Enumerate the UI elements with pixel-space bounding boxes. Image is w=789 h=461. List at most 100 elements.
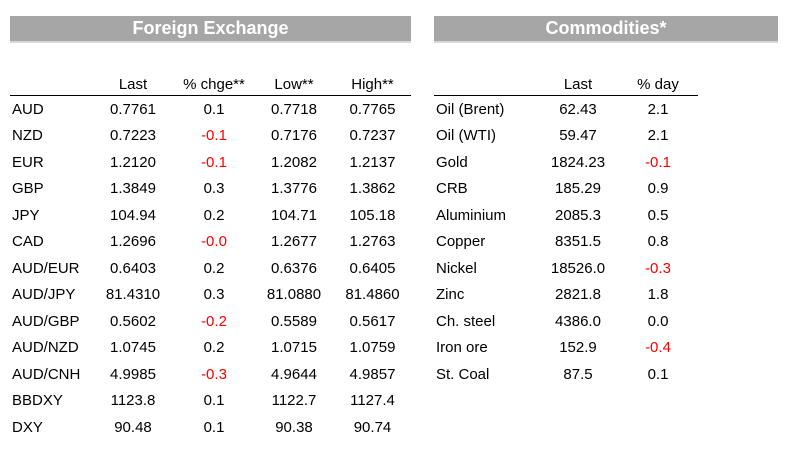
fx-cell-high: 0.7765 (349, 100, 396, 118)
fx-cell-high: 4.9857 (349, 365, 396, 383)
fx-cell-high: 1.3862 (349, 180, 396, 198)
commodities-cell-name: Aluminium (436, 206, 507, 224)
commodities-header-day: % day (618, 73, 698, 96)
fx-row: JPY 104.94 0.2 104.71 105.18 (10, 202, 411, 229)
commodities-cell-chg: 0.9 (647, 180, 669, 198)
fx-cell-last: 1.2120 (110, 153, 156, 171)
fx-cell-chg: 0.1 (203, 100, 225, 118)
commodities-cell-last: 87.5 (563, 365, 593, 383)
fx-cell-low: 1.2082 (271, 153, 317, 171)
commodities-cell-name: St. Coal (436, 365, 490, 383)
commodities-cell-chg: -0.1 (645, 153, 671, 171)
fx-cell-chg: 0.3 (203, 286, 225, 304)
fx-cell-chg: -0.2 (201, 312, 227, 330)
fx-cell-high: 105.18 (349, 206, 396, 224)
commodities-cell-chg: 1.8 (647, 286, 669, 304)
commodities-cell-last: 2085.3 (555, 206, 601, 224)
fx-cell-chg: -0.0 (201, 233, 227, 251)
commodities-row: Oil (WTI) 59.47 2.1 (434, 123, 698, 150)
fx-cell-low: 0.5589 (271, 312, 317, 330)
commodities-row: Nickel 18526.0 -0.3 (434, 255, 698, 282)
fx-cell-last: 1.2696 (110, 233, 156, 251)
fx-cell-name: CAD (12, 233, 44, 251)
fx-cell-chg: -0.1 (201, 127, 227, 145)
commodities-row: CRB 185.29 0.9 (434, 176, 698, 203)
fx-cell-chg: 0.3 (203, 180, 225, 198)
fx-cell-high: 81.4860 (345, 286, 400, 304)
fx-cell-low: 104.71 (271, 206, 317, 224)
fx-cell-high: 1.0759 (349, 339, 396, 357)
fx-cell-name: AUD/CNH (12, 365, 81, 383)
fx-row: DXY 90.48 0.1 90.38 90.74 (10, 414, 411, 441)
fx-row: AUD/JPY 81.4310 0.3 81.0880 81.4860 (10, 282, 411, 309)
fx-cell-last: 4.9985 (110, 365, 156, 383)
fx-row: AUD/NZD 1.0745 0.2 1.0715 1.0759 (10, 335, 411, 362)
commodities-row: Iron ore 152.9 -0.4 (434, 335, 698, 362)
fx-cell-last: 0.6403 (110, 259, 156, 277)
commodities-cell-name: Iron ore (436, 339, 488, 357)
fx-cell-last: 104.94 (110, 206, 156, 224)
commodities-cell-last: 2821.8 (555, 286, 601, 304)
fx-panel: Foreign Exchange Last % chge** Low** Hig… (10, 16, 411, 436)
commodities-cell-last: 185.29 (555, 180, 601, 198)
fx-cell-last: 81.4310 (105, 286, 161, 304)
commodities-cell-name: Oil (WTI) (436, 127, 496, 145)
fx-cell-name: EUR (12, 153, 44, 171)
commodities-cell-chg: 0.5 (647, 206, 669, 224)
fx-cell-chg: -0.3 (201, 365, 227, 383)
commodities-table: Last % day Oil (Brent) 62.43 2.1 Oil (WTI) 5… (434, 73, 698, 388)
fx-cell-low: 90.38 (275, 418, 313, 436)
commodities-cell-last: 152.9 (559, 339, 597, 357)
fx-cell-low: 0.7718 (271, 100, 317, 118)
fx-cell-high: 0.7237 (349, 127, 396, 145)
fx-cell-last: 1.0745 (110, 339, 156, 357)
commodities-cell-last: 59.47 (559, 127, 597, 145)
fx-row: NZD 0.7223 -0.1 0.7176 0.7237 (10, 123, 411, 150)
fx-cell-name: NZD (12, 127, 43, 145)
fx-cell-low: 81.0880 (266, 286, 322, 304)
fx-row: GBP 1.3849 0.3 1.3776 1.3862 (10, 176, 411, 203)
fx-row: AUD/GBP 0.5602 -0.2 0.5589 0.5617 (10, 308, 411, 335)
commodities-row: Aluminium 2085.3 0.5 (434, 202, 698, 229)
commodities-cell-name: Oil (Brent) (436, 100, 505, 118)
fx-cell-low: 0.7176 (271, 127, 317, 145)
commodities-cell-last: 1824.23 (550, 153, 606, 171)
commodities-cell-chg: 2.1 (647, 100, 669, 118)
fx-cell-name: BBDXY (12, 392, 63, 410)
commodities-cell-chg: 0.0 (647, 312, 669, 330)
fx-title: Foreign Exchange (10, 16, 411, 43)
fx-cell-chg: 0.2 (203, 339, 225, 357)
fx-cell-chg: 0.2 (203, 206, 225, 224)
commodities-header-last: Last (538, 73, 618, 96)
commodities-cell-last: 8351.5 (555, 233, 601, 251)
fx-cell-name: AUD/GBP (12, 312, 80, 330)
fx-cell-high: 0.6405 (349, 259, 396, 277)
fx-table: Last % chge** Low** High** AUD 0.7761 0.1 0… (10, 73, 411, 441)
commodities-table-body: Oil (Brent) 62.43 2.1 Oil (WTI) 59.47 2.1 Gold… (434, 96, 698, 388)
commodities-header-row: Last % day (434, 73, 698, 96)
fx-cell-last: 0.5602 (110, 312, 156, 330)
commodities-cell-chg: -0.3 (645, 259, 671, 277)
fx-cell-name: GBP (12, 180, 44, 198)
commodities-cell-last: 18526.0 (550, 259, 606, 277)
commodities-cell-name: Zinc (436, 286, 465, 304)
fx-cell-name: AUD (12, 100, 44, 118)
fx-row: BBDXY 1123.8 0.1 1122.7 1127.4 (10, 388, 411, 415)
fx-cell-chg: -0.1 (201, 153, 227, 171)
fx-row: AUD/EUR 0.6403 0.2 0.6376 0.6405 (10, 255, 411, 282)
fx-row: CAD 1.2696 -0.0 1.2677 1.2763 (10, 229, 411, 256)
commodities-cell-chg: -0.4 (645, 339, 671, 357)
commodities-cell-chg: 0.8 (647, 233, 669, 251)
commodities-title: Commodities* (434, 16, 778, 43)
fx-row: AUD/CNH 4.9985 -0.3 4.9644 4.9857 (10, 361, 411, 388)
fx-cell-name: DXY (12, 418, 43, 436)
commodities-row: St. Coal 87.5 0.1 (434, 361, 698, 388)
fx-cell-low: 1122.7 (271, 392, 317, 410)
fx-cell-last: 90.48 (114, 418, 152, 436)
commodities-row: Zinc 2821.8 1.8 (434, 282, 698, 309)
commodities-row: Gold 1824.23 -0.1 (434, 149, 698, 176)
commodities-cell-chg: 2.1 (647, 127, 669, 145)
fx-header-row: Last % chge** Low** High** (10, 73, 411, 96)
fx-cell-chg: 0.1 (203, 418, 225, 436)
fx-header-last: Last (92, 73, 174, 96)
